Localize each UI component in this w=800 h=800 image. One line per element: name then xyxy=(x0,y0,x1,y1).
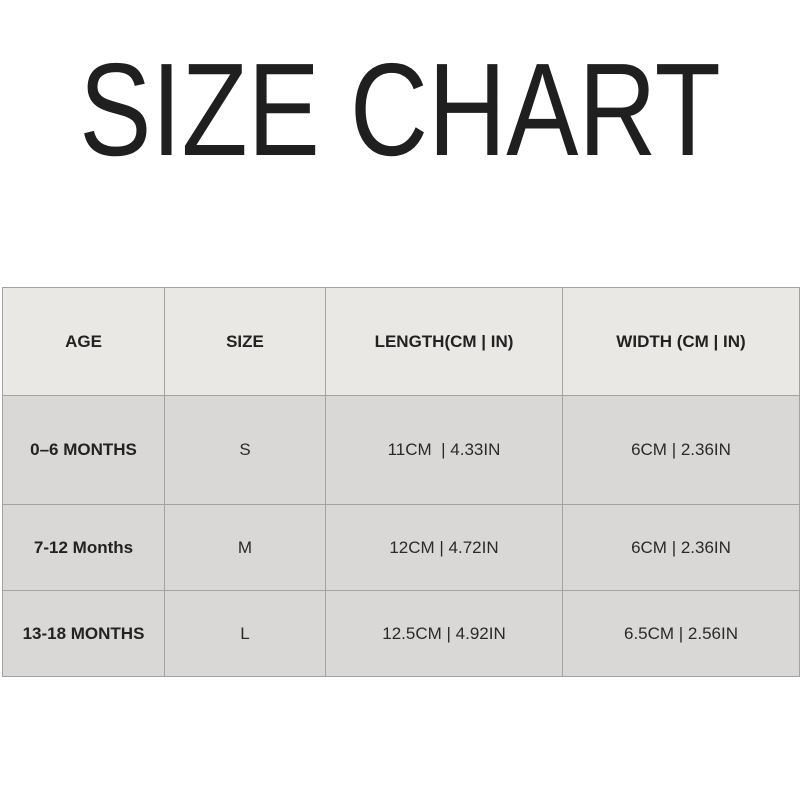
cell-age: 0–6 MONTHS xyxy=(2,395,165,505)
header-size: SIZE xyxy=(164,287,326,396)
size-chart-table: AGE SIZE LENGTH(CM | IN) WIDTH (CM | IN)… xyxy=(2,287,800,677)
cell-size: S xyxy=(164,395,326,505)
table-header-row: AGE SIZE LENGTH(CM | IN) WIDTH (CM | IN) xyxy=(2,287,800,396)
table-row: 7-12 Months M 12CM | 4.72IN 6CM | 2.36IN xyxy=(2,504,800,591)
cell-age: 7-12 Months xyxy=(2,504,165,591)
cell-size: M xyxy=(164,504,326,591)
cell-age: 13-18 MONTHS xyxy=(2,590,165,677)
table-row: 0–6 MONTHS S 11CM | 4.33IN 6CM | 2.36IN xyxy=(2,395,800,505)
cell-length: 12.5CM | 4.92IN xyxy=(325,590,563,677)
header-length: LENGTH(CM | IN) xyxy=(325,287,563,396)
cell-size: L xyxy=(164,590,326,677)
page-title: SIZE CHART xyxy=(79,36,721,183)
header-age: AGE xyxy=(2,287,165,396)
table-row: 13-18 MONTHS L 12.5CM | 4.92IN 6.5CM | 2… xyxy=(2,590,800,677)
cell-width: 6.5CM | 2.56IN xyxy=(562,590,800,677)
cell-width: 6CM | 2.36IN xyxy=(562,504,800,591)
header-width: WIDTH (CM | IN) xyxy=(562,287,800,396)
cell-length: 12CM | 4.72IN xyxy=(325,504,563,591)
cell-width: 6CM | 2.36IN xyxy=(562,395,800,505)
cell-length: 11CM | 4.33IN xyxy=(325,395,563,505)
